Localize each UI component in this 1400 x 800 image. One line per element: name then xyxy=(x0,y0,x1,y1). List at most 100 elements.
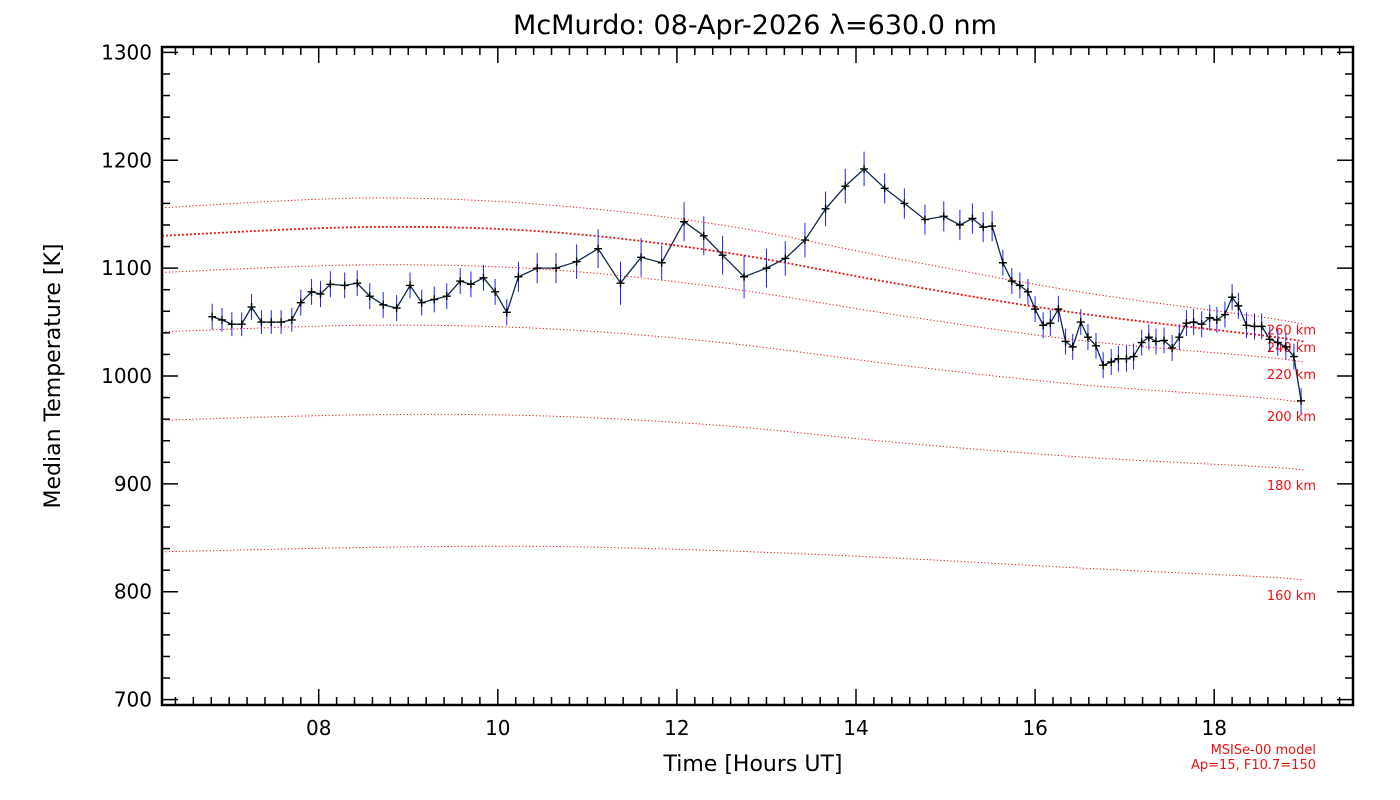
x-tick-label: 12 xyxy=(664,716,689,740)
data-point xyxy=(1129,352,1138,361)
x-tick-label: 10 xyxy=(485,716,510,740)
data-point xyxy=(365,292,374,301)
model-curve-label: 260 km xyxy=(1267,324,1316,339)
data-point xyxy=(514,272,523,281)
data-point xyxy=(1114,354,1123,363)
data-point xyxy=(353,279,362,288)
y-tick-label: 800 xyxy=(114,580,152,604)
data-point xyxy=(1212,315,1221,324)
data-point xyxy=(227,320,236,329)
data-point xyxy=(247,302,256,311)
data-point xyxy=(1220,310,1229,319)
data-point xyxy=(657,258,666,267)
data-point xyxy=(1228,293,1237,302)
data-point xyxy=(1023,287,1032,296)
data-point xyxy=(442,292,451,301)
data-point xyxy=(1250,322,1259,331)
data-point xyxy=(1107,357,1116,366)
measured-series xyxy=(208,151,1306,414)
data-point xyxy=(988,222,997,231)
data-point xyxy=(968,214,977,223)
data-point xyxy=(594,244,603,253)
data-point xyxy=(1182,319,1191,328)
data-point xyxy=(379,300,388,309)
data-point xyxy=(340,281,349,290)
data-point xyxy=(781,254,790,263)
data-point xyxy=(680,217,689,226)
data-point xyxy=(1099,361,1108,370)
data-point xyxy=(740,272,749,281)
x-tick-label: 08 xyxy=(306,716,331,740)
data-point xyxy=(217,315,226,324)
data-point xyxy=(257,318,266,327)
y-tick-label: 1200 xyxy=(101,148,152,172)
data-point xyxy=(1197,320,1206,329)
model-curve-label: 160 km xyxy=(1267,589,1316,604)
model-curve-label: 200 km xyxy=(1267,410,1316,425)
y-tick-label: 1100 xyxy=(101,256,152,280)
data-point xyxy=(821,204,830,213)
data-point xyxy=(800,236,809,245)
data-point xyxy=(491,287,500,296)
data-point xyxy=(277,318,286,327)
data-point xyxy=(900,199,909,208)
model-curve xyxy=(161,264,1304,363)
model-note-line-2: Ap=15, F10.7=150 xyxy=(1191,758,1316,773)
model-curve-label: 240 km xyxy=(1267,341,1316,356)
data-point xyxy=(1273,338,1282,347)
y-tick-label: 1300 xyxy=(101,40,152,64)
data-point xyxy=(1289,352,1298,361)
data-point xyxy=(1144,333,1153,342)
data-point xyxy=(466,280,475,289)
data-point xyxy=(287,315,296,324)
data-point xyxy=(1205,313,1214,322)
data-point xyxy=(1257,322,1266,331)
data-point xyxy=(1297,396,1306,405)
data-point xyxy=(296,298,305,307)
data-point xyxy=(533,264,542,273)
model-curves: 260 km 240 km 220 km 200 km 180 km 160 km xyxy=(161,197,1316,604)
data-point xyxy=(841,182,850,191)
data-point xyxy=(417,298,426,307)
data-point xyxy=(1039,321,1048,330)
data-point xyxy=(1281,342,1290,351)
data-point xyxy=(326,280,335,289)
data-point xyxy=(502,308,511,317)
data-point xyxy=(762,264,771,273)
data-point xyxy=(699,231,708,240)
data-point xyxy=(920,215,929,224)
chart-title: McMurdo: 08-Apr-2026 λ=630.0 nm xyxy=(513,10,997,41)
data-point xyxy=(979,223,988,232)
model-curve xyxy=(161,197,1304,325)
data-point xyxy=(1122,354,1131,363)
data-point xyxy=(1015,281,1024,290)
data-point xyxy=(316,290,325,299)
data-point xyxy=(1242,321,1251,330)
data-point xyxy=(1083,333,1092,342)
data-point xyxy=(572,257,581,266)
model-curve xyxy=(161,324,1304,404)
data-point xyxy=(1076,318,1085,327)
data-point xyxy=(237,320,246,329)
data-point xyxy=(939,212,948,221)
x-tick-label: 18 xyxy=(1201,716,1226,740)
data-point xyxy=(430,295,439,304)
y-tick-label: 1000 xyxy=(101,364,152,388)
data-point xyxy=(955,220,964,229)
y-axis-label: Median Temperature [K] xyxy=(41,244,66,509)
data-point xyxy=(1160,336,1169,345)
x-tick-label: 14 xyxy=(843,716,868,740)
data-point xyxy=(406,281,415,290)
y-tick-label: 700 xyxy=(114,688,152,712)
data-point xyxy=(718,251,727,260)
data-point xyxy=(1007,277,1016,286)
data-point xyxy=(1265,335,1274,344)
data-point xyxy=(1054,305,1063,314)
data-point xyxy=(637,253,646,262)
data-point xyxy=(1151,337,1160,346)
data-point xyxy=(1137,338,1146,347)
model-curve xyxy=(161,413,1304,471)
data-point xyxy=(860,164,869,173)
data-point xyxy=(998,258,1007,267)
